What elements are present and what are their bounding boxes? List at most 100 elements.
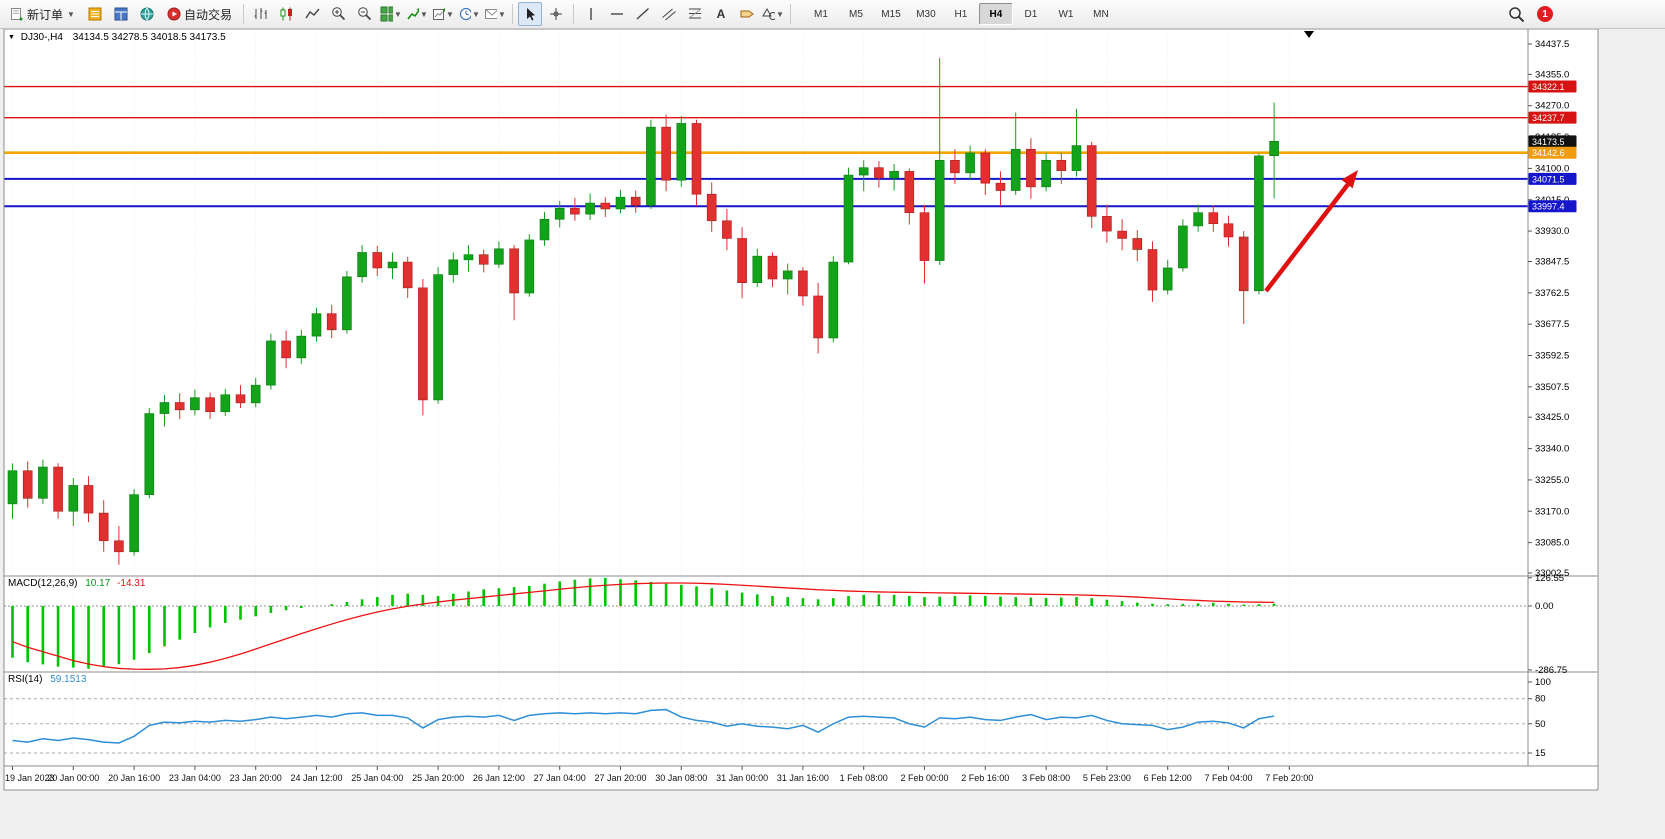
svg-text:2 Feb 00:00: 2 Feb 00:00 (900, 773, 948, 783)
svg-text:15: 15 (1535, 748, 1546, 759)
timeframe-d1-button[interactable]: D1 (1024, 8, 1038, 20)
svg-text:33425.0: 33425.0 (1535, 412, 1569, 423)
svg-text:34355.0: 34355.0 (1535, 69, 1569, 80)
chart-menu-icon[interactable]: ▼ (8, 34, 15, 41)
caret-down-icon: ▼ (472, 9, 480, 19)
zoom-in-button[interactable] (327, 2, 351, 26)
svg-text:100: 100 (1535, 677, 1551, 688)
navigator-button[interactable] (135, 2, 159, 26)
templates-icon (484, 9, 498, 19)
caret-down-icon: ▼ (498, 9, 506, 19)
svg-text:31 Jan 16:00: 31 Jan 16:00 (777, 773, 829, 783)
fibonacci-icon (688, 8, 702, 19)
price-tag: 34237.7 (1528, 111, 1577, 124)
svg-text:-286.75: -286.75 (1535, 665, 1567, 676)
chart-symbol-label: ▼ DJ30-,H4 34134.5 34278.5 34018.5 34173… (8, 32, 226, 43)
crosshair-tool-button[interactable] (544, 2, 568, 26)
fibonacci-tool-button[interactable] (683, 2, 707, 26)
zoom-in-icon (332, 7, 346, 21)
channel-tool-button[interactable] (657, 2, 681, 26)
price-tag: 34142.6 (1528, 146, 1577, 159)
trend-arrow-annotation[interactable] (1264, 170, 1358, 293)
svg-text:34173.5: 34173.5 (1532, 137, 1565, 147)
timeframe-m5-button[interactable]: M5 (849, 8, 863, 20)
svg-text:33170.0: 33170.0 (1535, 506, 1569, 517)
toolbar-separator (789, 4, 791, 24)
svg-text:23 Jan 04:00: 23 Jan 04:00 (169, 773, 221, 783)
vertical-line-icon (590, 8, 592, 20)
periods-button[interactable]: ▼ (457, 2, 481, 26)
svg-text:33997.4: 33997.4 (1532, 202, 1565, 212)
candlestick-mode-button[interactable] (275, 2, 299, 26)
caret-down-icon: ▼ (446, 9, 454, 19)
horizontal-line-tool-button[interactable] (605, 2, 629, 26)
timeframe-mn-button[interactable]: MN (1093, 8, 1109, 20)
bar-chart-mode-button[interactable] (249, 2, 273, 26)
svg-text:7 Feb 20:00: 7 Feb 20:00 (1265, 773, 1313, 783)
indicators-button[interactable]: ▼ (405, 2, 429, 26)
indicators-icon (407, 8, 420, 20)
new-chart-icon (432, 8, 446, 20)
timeframe-m15-button[interactable]: M15 (881, 8, 901, 20)
svg-text:33847.5: 33847.5 (1535, 256, 1569, 267)
templates-button[interactable]: ▼ (483, 2, 507, 26)
label-tool-button[interactable] (735, 2, 759, 26)
chart-shift-marker (1304, 31, 1314, 38)
caret-down-icon: ▼ (776, 9, 784, 19)
timeframe-toolbar: M1 M5 M15 M30 H1 H4 D1 W1 MN (804, 3, 1118, 25)
svg-text:20 Jan 16:00: 20 Jan 16:00 (108, 773, 160, 783)
svg-text:33762.5: 33762.5 (1535, 288, 1569, 299)
cursor-icon (526, 8, 535, 21)
macd-indicator-label: MACD(12,26,9) 10.17 -14.31 (8, 578, 145, 589)
search-icon[interactable] (1508, 6, 1525, 23)
svg-text:33592.5: 33592.5 (1535, 351, 1569, 362)
data-window-icon (114, 7, 128, 21)
vertical-line-tool-button[interactable] (579, 2, 603, 26)
text-tool-button[interactable]: A (709, 2, 733, 26)
new-order-icon (11, 8, 23, 21)
chart-background (4, 29, 1598, 790)
data-window-button[interactable] (109, 2, 133, 26)
svg-text:33507.5: 33507.5 (1535, 382, 1569, 393)
new-order-label: 新订单 (27, 7, 64, 22)
toolbar-right-group: 1 (1508, 6, 1553, 23)
new-order-button[interactable]: 新订单 ▼ (4, 3, 81, 26)
trendline-tool-button[interactable] (631, 2, 655, 26)
shapes-tool-button[interactable]: ▼ (761, 2, 785, 26)
text-tool-icon: A (716, 7, 726, 21)
svg-text:34237.7: 34237.7 (1532, 113, 1565, 123)
timeframe-w1-button[interactable]: W1 (1058, 8, 1074, 20)
svg-text:33085.0: 33085.0 (1535, 538, 1569, 549)
svg-text:33930.0: 33930.0 (1535, 226, 1569, 237)
timeframe-m30-button[interactable]: M30 (916, 8, 936, 20)
svg-text:33340.0: 33340.0 (1535, 444, 1569, 455)
svg-text:19 Jan 2023: 19 Jan 2023 (5, 773, 55, 783)
timeframe-h4-button[interactable]: H4 (978, 3, 1013, 25)
timeframe-m1-button[interactable]: M1 (814, 8, 828, 20)
toolbar-separator (242, 4, 244, 24)
line-chart-mode-button[interactable] (301, 2, 325, 26)
price-tag: 34322.1 (1528, 80, 1577, 93)
crosshair-icon (549, 8, 562, 20)
svg-text:5 Feb 23:00: 5 Feb 23:00 (1083, 773, 1131, 783)
cursor-tool-button[interactable] (517, 2, 542, 26)
notification-badge[interactable]: 1 (1537, 6, 1553, 22)
tile-windows-button[interactable]: ▼ (379, 2, 403, 26)
trendline-icon (636, 7, 649, 20)
timeframe-h1-button[interactable]: H1 (954, 8, 968, 20)
caret-down-icon: ▼ (394, 9, 402, 19)
svg-text:33677.5: 33677.5 (1535, 319, 1569, 330)
macd-panel (11, 577, 1276, 670)
caret-down-icon: ▼ (67, 9, 75, 19)
svg-text:27 Jan 20:00: 27 Jan 20:00 (594, 773, 646, 783)
new-chart-button[interactable]: ▼ (431, 2, 455, 26)
market-watch-button[interactable] (83, 2, 107, 26)
algo-trading-button[interactable]: 自动交易 (161, 3, 238, 26)
zoom-out-button[interactable] (353, 2, 377, 26)
rsi-indicator-label: RSI(14) 59.1513 (8, 674, 86, 685)
svg-text:20 Jan 00:00: 20 Jan 00:00 (47, 773, 99, 783)
